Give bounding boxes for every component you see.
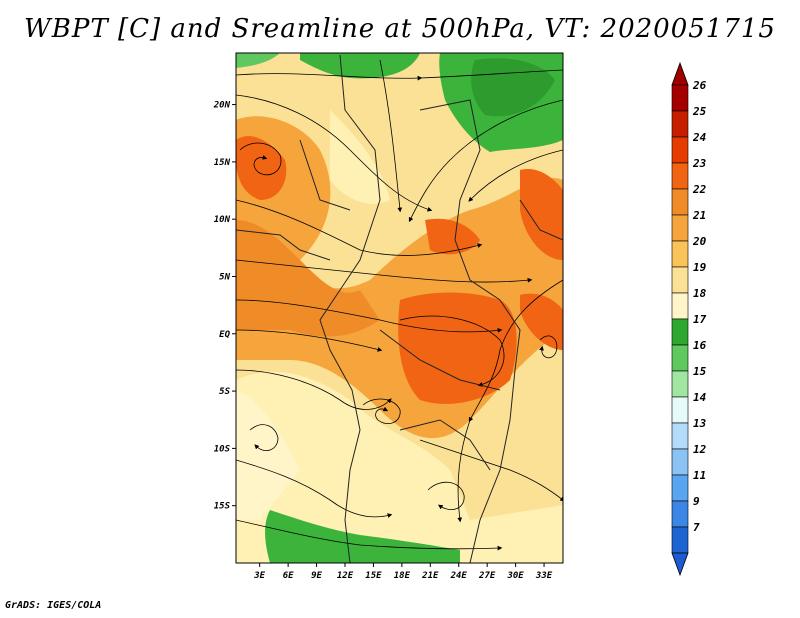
lat-tick-label: 5N	[219, 272, 230, 282]
colorbar-label: 21	[692, 209, 706, 222]
grads-credit: GrADS: IGES/COLA	[5, 600, 102, 611]
lat-tick-label: 15N	[214, 158, 231, 168]
colorbar-label: 20	[692, 235, 707, 248]
colorbar-swatch	[671, 266, 689, 294]
colorbar-top-arrow	[671, 61, 689, 86]
colorbar-swatch	[671, 214, 689, 242]
lon-tick-label: 9E	[311, 571, 322, 581]
latitude-axis: 20N 15N 10N 5N EQ 5S 10S 15S	[213, 101, 236, 512]
lon-tick-label: 3E	[253, 571, 265, 581]
colorbar-swatch	[671, 344, 689, 372]
colorbar-swatch	[671, 188, 689, 216]
map-frame	[235, 52, 564, 564]
colorbar-label: 26	[692, 79, 707, 92]
streamlines	[236, 59, 563, 551]
lon-tick-label: 27E	[478, 571, 496, 581]
longitude-axis: 3E 6E 9E 12E 15E 18E 21E 24E 27E 30E 33E	[253, 563, 553, 581]
colorbar-swatch	[671, 292, 689, 320]
colorbar-swatch	[671, 136, 689, 164]
colorbar-label: 13	[693, 417, 707, 430]
lon-tick-label: 24E	[450, 571, 468, 581]
lat-tick-label: 10S	[214, 444, 231, 454]
colorbar-swatch	[671, 396, 689, 424]
colorbar-swatch	[671, 162, 689, 190]
lon-tick-label: 18E	[394, 571, 411, 581]
colorbar-label: 14	[693, 391, 707, 404]
colorbar-label: 25	[692, 105, 707, 118]
lon-tick-label: 12E	[337, 571, 354, 581]
lon-tick-label: 15E	[365, 571, 382, 581]
colorbar-swatch	[671, 84, 689, 112]
colorbar-label: 22	[692, 183, 707, 196]
colorbar-label: 16	[693, 339, 707, 352]
colorbar-swatch	[671, 500, 689, 528]
colorbar-label: 7	[693, 521, 700, 534]
colorbar-swatch	[671, 370, 689, 398]
lon-tick-label: 21E	[421, 571, 439, 581]
colorbar-label: 11	[693, 469, 706, 482]
lat-tick-label: 5S	[219, 387, 230, 397]
colorbar-label: 9	[693, 495, 700, 508]
chart-title: WBPT [C] and Sreamline at 500hPa, VT: 20…	[24, 14, 776, 44]
lat-tick-label: 10N	[214, 215, 231, 225]
colorbar-label: 23	[692, 157, 707, 170]
borders	[236, 54, 563, 563]
colorbar-swatch	[671, 448, 689, 476]
lat-tick-label: EQ	[219, 330, 230, 340]
colorbar-label: 12	[693, 443, 707, 456]
map-field	[236, 53, 563, 563]
colorbar-swatch	[671, 474, 689, 502]
colorbar-label: 24	[692, 131, 707, 144]
lon-tick-label: 6E	[283, 571, 294, 581]
colorbar-swatch	[671, 526, 689, 554]
colorbar-swatch	[671, 240, 689, 268]
lon-tick-label: 33E	[535, 571, 553, 581]
colorbar-label: 15	[693, 365, 707, 378]
colorbar-label: 17	[693, 313, 707, 326]
colorbar-label: 19	[693, 261, 707, 274]
lat-tick-label: 15S	[214, 502, 231, 512]
lon-tick-label: 30E	[506, 571, 524, 581]
colorbar-bottom-arrow	[671, 552, 689, 577]
lat-tick-label: 20N	[213, 101, 231, 111]
colorbar-swatch	[671, 110, 689, 138]
colorbar-swatch	[671, 318, 689, 346]
colorbar-swatch	[671, 422, 689, 450]
colorbar: 26 25 24 23 22 21 20 19 18 17 16 15 14 13 12 11 9 7	[671, 61, 707, 577]
colorbar-label: 18	[693, 287, 707, 300]
